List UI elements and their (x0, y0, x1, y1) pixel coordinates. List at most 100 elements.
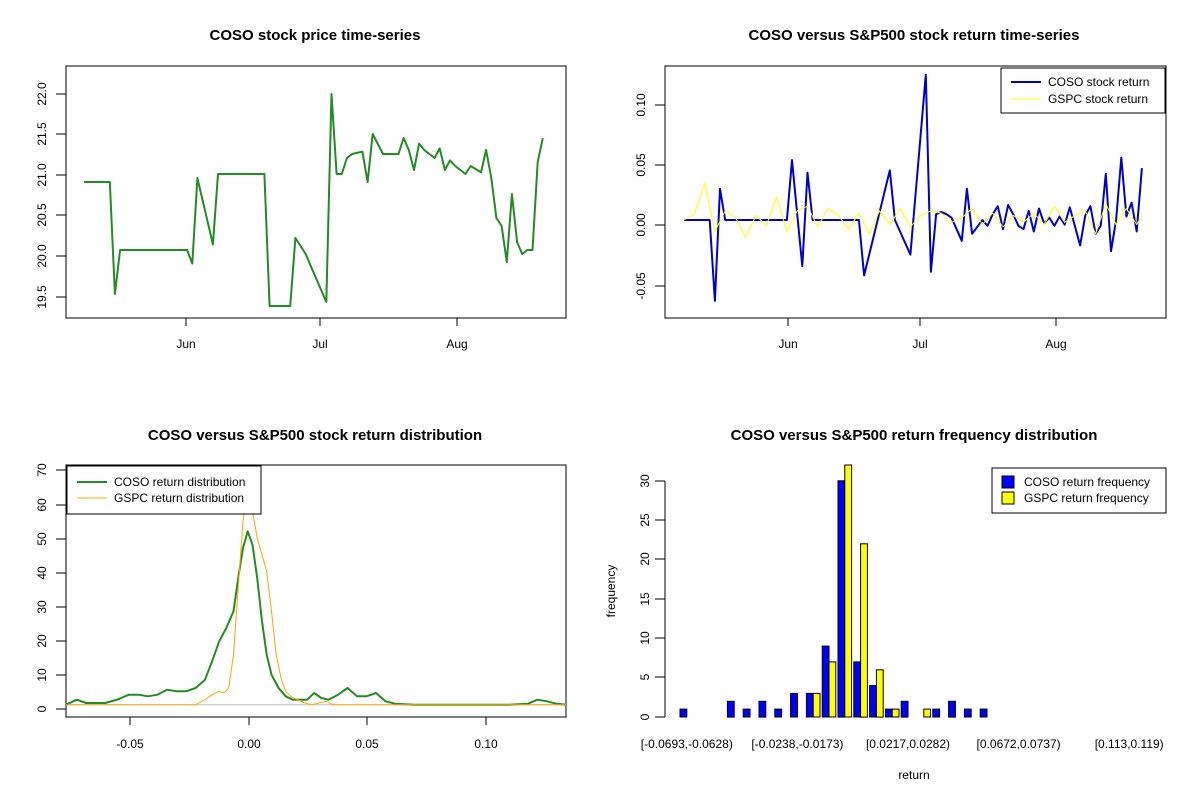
frequency-bar-gspc (828, 661, 837, 718)
returns-x-tick-label: Aug (1045, 337, 1066, 351)
density-legend-box (66, 465, 262, 515)
price-chart-title: COSO stock price time-series (210, 27, 421, 44)
frequency-x-axis: [-0.0693,-0.0628) [-0.0238,-0.0173) [0.021… (641, 737, 1164, 751)
price-y-tick-label: 21.5 (35, 122, 49, 146)
frequency-bar-coso (742, 708, 751, 718)
frequency-legend-swatch (1001, 475, 1015, 489)
frequency-x-tick-label: [0.113,0.119) (1095, 737, 1164, 751)
density-plot-box (65, 464, 567, 718)
frequency-legend-label: GSPC return frequency (1024, 491, 1149, 505)
frequency-bar-coso (853, 661, 862, 718)
frequency-y-tick-label: 0 (638, 713, 652, 720)
frequency-y-tick-label: 25 (638, 513, 652, 527)
returns-y-axis: -0.05 0.00 0.05 0.10 (634, 93, 665, 300)
frequency-y-axis: 0 5 10 15 20 25 30 (638, 474, 666, 720)
density-series-line-0 (65, 530, 567, 706)
frequency-bar-coso (963, 708, 972, 718)
frequency-legend-swatch (1001, 491, 1015, 505)
density-y-tick-label: 20 (35, 634, 49, 648)
returns-x-axis: Jun Jul Aug (778, 318, 1067, 351)
frequency-bar-gspc (860, 543, 868, 718)
frequency-bar-coso (774, 708, 783, 718)
price-x-axis: Jun Jul Aug (176, 318, 468, 351)
returns-y-tick-label: 0.10 (634, 93, 648, 117)
frequency-x-tick-label: [-0.0238,-0.0173) (751, 737, 843, 751)
frequency-bar-coso (948, 700, 956, 718)
price-x-tick-label: Jun (176, 337, 195, 351)
density-y-tick-label: 30 (35, 600, 49, 614)
density-legend-label: GSPC return distribution (114, 491, 244, 505)
returns-chart-panel: COSO versus S&P500 stock return time-ser… (634, 27, 1167, 351)
returns-legend-label: GSPC stock return (1048, 92, 1148, 106)
frequency-legend: COSO return frequency GSPC return freque… (991, 467, 1167, 514)
density-y-tick-label: 70 (35, 463, 49, 477)
frequency-x-tick-label: [0.0672,0.0737) (977, 737, 1061, 751)
density-y-tick-label: 40 (35, 566, 49, 580)
returns-legend: COSO stock return GSPC stock return (1000, 67, 1166, 114)
frequency-bar-coso (821, 645, 830, 718)
returns-x-tick-label: Jul (912, 337, 927, 351)
density-y-tick-label: 10 (35, 668, 49, 682)
price-x-tick-label: Jul (312, 337, 327, 351)
density-x-tick-label: 0.05 (355, 737, 379, 751)
frequency-y-axis-label: frequency (604, 565, 618, 618)
frequency-x-tick-label: [0.0217,0.0282) (866, 737, 950, 751)
frequency-bar-gspc (923, 708, 932, 718)
frequency-y-tick-label: 20 (638, 552, 652, 566)
density-x-tick-label: -0.05 (116, 737, 144, 751)
price-chart-panel: COSO stock price time-series 19.5 20.0 2… (35, 27, 567, 351)
frequency-x-axis-label: return (898, 768, 929, 782)
frequency-chart-panel: COSO versus S&P500 return frequency dist… (604, 427, 1167, 782)
frequency-y-tick-label: 10 (638, 631, 652, 645)
returns-y-tick-label: 0.05 (634, 153, 648, 177)
frequency-bar-gspc (812, 692, 821, 718)
frequency-bar-coso (932, 708, 941, 718)
price-y-tick-label: 21.0 (35, 163, 49, 187)
price-series-group (84, 93, 544, 307)
frequency-bar-coso (679, 708, 688, 718)
price-y-axis: 19.5 20.0 20.5 21.0 21.5 22.0 (35, 82, 66, 309)
density-series-line-1 (66, 487, 566, 706)
frequency-legend-label: COSO return frequency (1024, 475, 1150, 489)
price-y-tick-label: 19.5 (35, 285, 49, 309)
price-y-tick-label: 22.0 (35, 82, 49, 106)
returns-legend-box (1000, 67, 1166, 114)
frequency-y-tick-label: 30 (638, 474, 652, 488)
price-y-tick-label: 20.5 (35, 203, 49, 227)
frequency-bar-gspc (875, 669, 884, 718)
density-x-tick-label: 0.00 (237, 737, 261, 751)
frequency-bar-coso (726, 700, 735, 718)
frequency-bar-gspc (891, 708, 900, 718)
returns-y-tick-label: -0.05 (634, 272, 648, 300)
returns-legend-label: COSO stock return (1048, 75, 1149, 89)
returns-plot-box (664, 65, 1167, 319)
density-y-tick-label: 0 (35, 705, 49, 712)
frequency-legend-box (991, 467, 1167, 514)
frequency-bar-coso (869, 685, 877, 718)
price-series-line-0 (84, 93, 544, 307)
frequency-bar-coso (805, 692, 814, 718)
density-chart-panel: COSO versus S&P500 stock return distribu… (35, 427, 567, 751)
frequency-bars-group (679, 464, 988, 718)
returns-chart-title: COSO versus S&P500 stock return time-ser… (749, 27, 1080, 44)
frequency-chart-title: COSO versus S&P500 return frequency dist… (731, 427, 1098, 444)
returns-series-group (683, 73, 1143, 302)
frequency-bar-coso (758, 700, 767, 718)
frequency-y-tick-label: 5 (638, 673, 652, 680)
density-y-axis: 0 10 20 30 40 50 60 70 (35, 463, 66, 712)
density-legend: COSO return distribution GSPC return dis… (66, 465, 262, 515)
frequency-bar-coso (900, 700, 909, 718)
density-series-group (65, 487, 567, 706)
price-plot-box (65, 65, 567, 319)
density-y-tick-label: 60 (35, 498, 49, 512)
price-y-tick-label: 20.0 (35, 244, 49, 268)
frequency-bar-coso (837, 480, 846, 718)
density-legend-label: COSO return distribution (114, 475, 245, 489)
density-y-tick-label: 50 (35, 532, 49, 546)
density-chart-title: COSO versus S&P500 stock return distribu… (148, 427, 482, 444)
density-x-tick-label: 0.10 (474, 737, 498, 751)
frequency-x-tick-label: [-0.0693,-0.0628) (641, 737, 733, 751)
density-x-axis: -0.05 0.00 0.05 0.10 (116, 717, 498, 751)
returns-series-line-1 (683, 182, 1143, 238)
